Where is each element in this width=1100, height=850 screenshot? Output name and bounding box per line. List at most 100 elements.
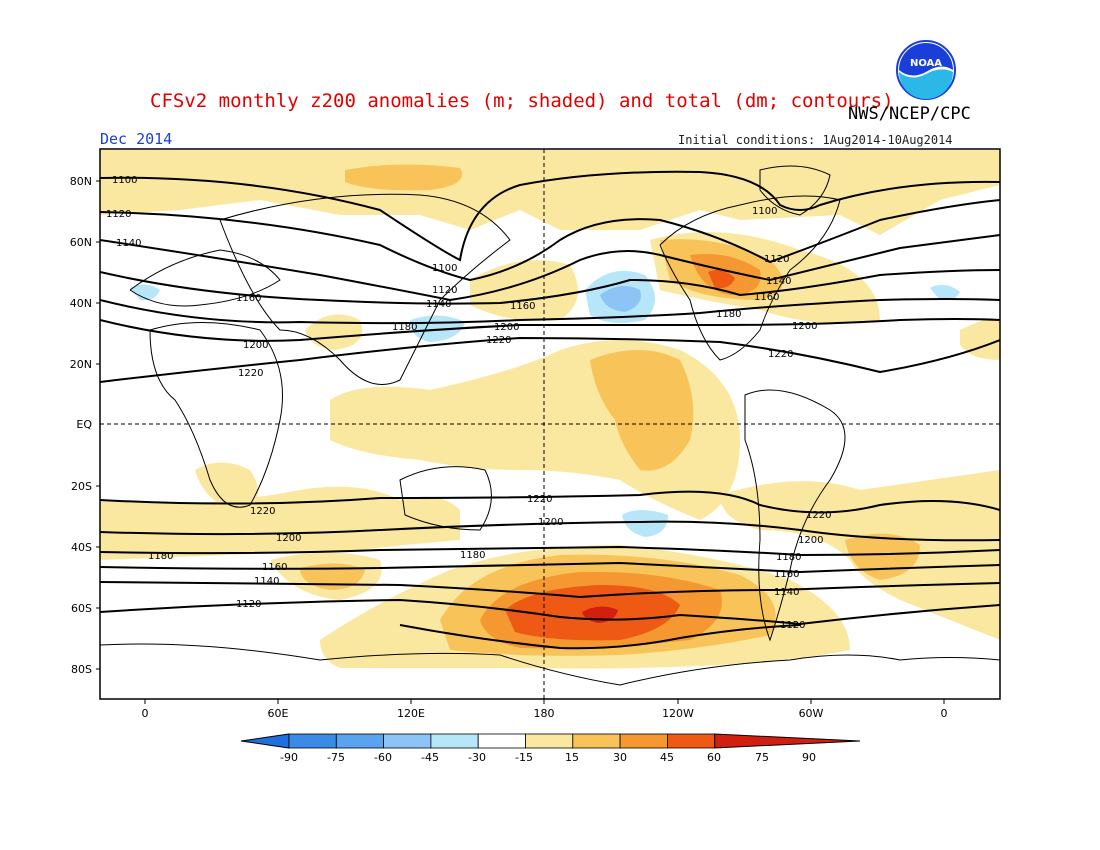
colorbar-label: -90 <box>280 751 298 764</box>
contour-label: 1220 <box>806 510 831 521</box>
agency-label: NWS/NCEP/CPC <box>848 104 971 124</box>
contour-label: 1180 <box>392 322 417 333</box>
noaa-logo-text: NOAA <box>910 58 942 69</box>
contour-1180 <box>100 298 1000 325</box>
colorbar-label: 90 <box>802 751 816 764</box>
colorbar-label: -15 <box>515 751 533 764</box>
contour-1220-south <box>100 490 1000 514</box>
negative-anomaly-region <box>622 510 668 537</box>
contour-label: 1220 <box>768 349 793 360</box>
lat-label: 60N <box>70 236 92 249</box>
greenland-coast <box>759 165 831 216</box>
contour-label: 1200 <box>792 321 817 332</box>
contour-1200-south <box>100 520 1000 542</box>
lat-label: 60S <box>71 602 92 615</box>
lat-label: 20S <box>71 480 92 493</box>
figure-title: CFSv2 monthly z200 anomalies (m; shaded)… <box>150 90 894 112</box>
contour-label: 1160 <box>774 569 799 580</box>
colorbar-label: 15 <box>565 751 579 764</box>
contour-label: 1100 <box>112 175 137 186</box>
contour-label: 1140 <box>254 576 279 587</box>
lat-ticks <box>96 180 100 670</box>
positive-anomaly-region <box>100 150 1000 235</box>
contour-label: 1220 <box>486 335 511 346</box>
contour-label: 1100 <box>752 206 777 217</box>
australia-coast <box>399 466 492 531</box>
colorbar-label: 30 <box>613 751 627 764</box>
contour-label: 1180 <box>776 552 801 563</box>
colorbar-swatch <box>525 733 574 749</box>
lon-label: 180 <box>534 707 555 720</box>
contour-label: 1220 <box>527 494 552 505</box>
contour-1120-south <box>100 598 1000 626</box>
contour-label: 1200 <box>538 517 563 528</box>
lon-label: 60E <box>268 707 289 720</box>
lon-label: 120E <box>397 707 425 720</box>
initial-conditions: Initial conditions: 1Aug2014-10Aug2014 <box>678 133 953 147</box>
contour-1120-antarctic <box>399 624 801 650</box>
colorbar-swatch <box>383 733 432 749</box>
height-contours <box>100 170 1000 650</box>
contour-1160 <box>100 269 1000 305</box>
lat-label: 80N <box>70 175 92 188</box>
positive-anomaly-region <box>195 462 258 510</box>
contour-label: 1140 <box>774 587 799 598</box>
lon-ticks <box>144 699 945 704</box>
contour-label: 1160 <box>236 293 261 304</box>
contour-label: 1120 <box>236 599 261 610</box>
colorbar-swatch <box>335 733 384 749</box>
positive-anomaly-region <box>345 164 462 191</box>
africa-coast <box>149 322 283 508</box>
noaa-logo: NOAA <box>896 40 956 100</box>
valid-month: Dec 2014 <box>100 130 173 148</box>
positive-anomaly-region <box>960 318 1000 360</box>
contour-label: 1180 <box>148 551 173 562</box>
contour-label: 1120 <box>106 209 131 220</box>
contour-label: 1180 <box>460 550 485 561</box>
negative-anomaly-region <box>130 284 160 301</box>
colorbar-label: 75 <box>755 751 769 764</box>
contour-1120 <box>100 199 1000 282</box>
anomaly-shading <box>100 150 1000 669</box>
colorbar-label: 60 <box>707 751 721 764</box>
colorbar-swatch <box>288 733 337 749</box>
contour-label: 1120 <box>432 285 457 296</box>
colorbar-labels: -90 -75 -60 -45 -30 -15 15 30 45 60 75 9… <box>280 751 816 764</box>
contour-label: 1160 <box>262 562 287 573</box>
contour-1220 <box>100 336 1000 383</box>
contour-label: 1220 <box>238 368 263 379</box>
contour-label: 1120 <box>764 254 789 265</box>
colorbar-swatch <box>572 733 621 749</box>
negative-anomaly-region <box>600 286 641 312</box>
contour-label: 1200 <box>276 533 301 544</box>
colorbar-arrow-low <box>240 733 290 749</box>
contour-label: 1100 <box>432 263 457 274</box>
negative-anomaly-region <box>930 284 960 301</box>
europe-coast <box>129 249 281 307</box>
lat-label: 20N <box>70 358 92 371</box>
positive-anomaly-region <box>708 270 735 289</box>
lon-label: 0 <box>941 707 948 720</box>
lon-label: 60W <box>799 707 824 720</box>
contour-label: 1160 <box>754 292 779 303</box>
colorbar-label: -60 <box>374 751 392 764</box>
coastlines <box>100 165 1000 686</box>
contour-1160-south <box>100 561 1000 574</box>
antarctica-coast <box>100 643 1000 686</box>
contour-1200 <box>100 318 1000 342</box>
contour-label: 1120 <box>780 620 805 631</box>
colorbar-label: -30 <box>468 751 486 764</box>
colorbar-swatch <box>667 733 716 749</box>
contour-label: 1140 <box>766 276 791 287</box>
lat-labels: 80N 60N 40N 20N EQ 20S 40S 60S 80S <box>70 175 93 676</box>
colorbar-swatch <box>477 733 526 749</box>
positive-anomaly-region <box>100 486 460 560</box>
positive-anomaly-region <box>305 314 363 350</box>
positive-anomaly-region <box>590 350 694 471</box>
colorbar-label: -75 <box>327 751 345 764</box>
lat-label: 40S <box>71 541 92 554</box>
contour-label: 1200 <box>798 535 823 546</box>
contour-label: 1200 <box>243 340 268 351</box>
south-america-coast <box>744 389 846 642</box>
